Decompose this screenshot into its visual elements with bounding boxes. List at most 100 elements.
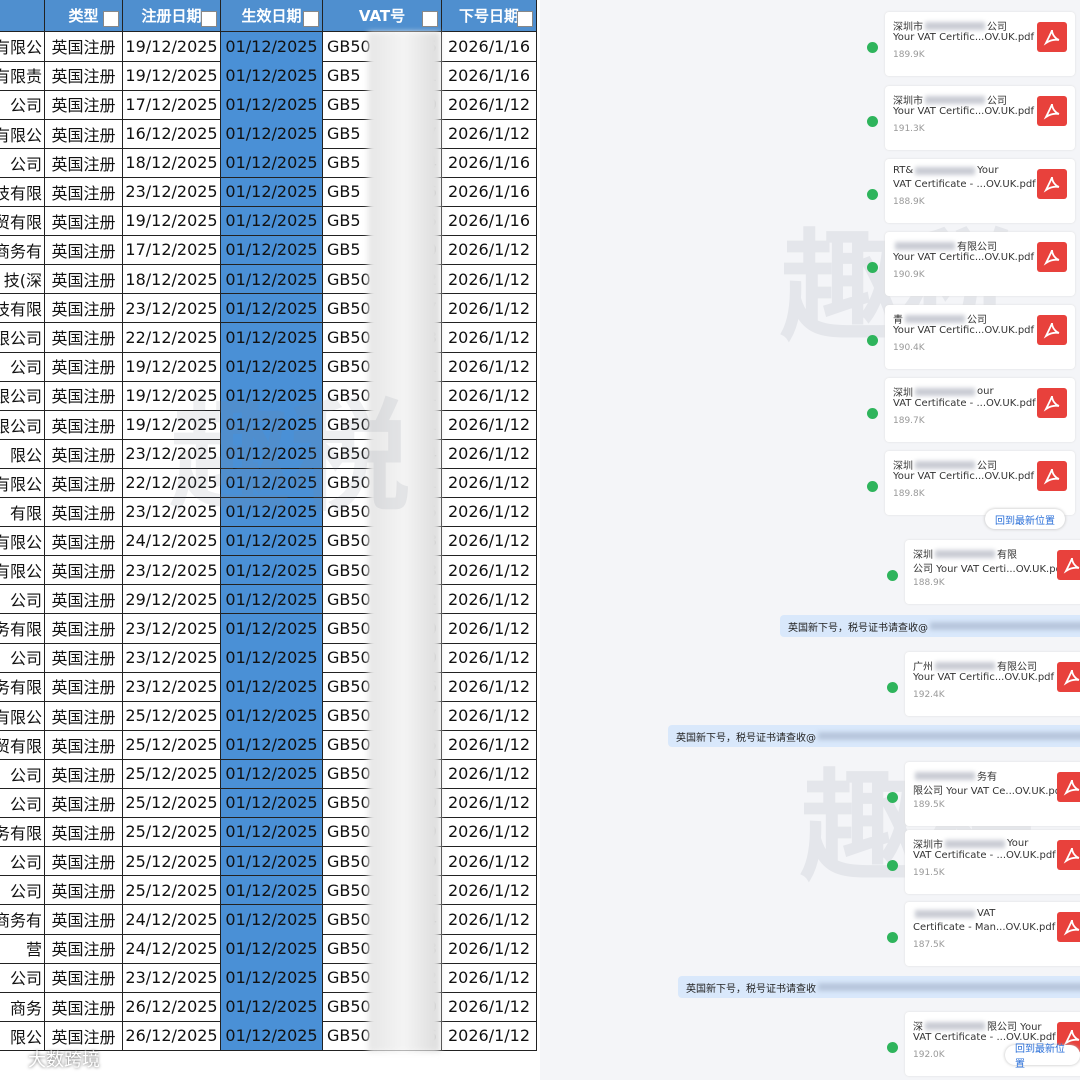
cell: 英国注册 — [45, 905, 123, 935]
blurred-name — [915, 771, 975, 780]
cell: 19/12/2025 — [123, 352, 221, 382]
download-icon — [887, 932, 898, 943]
name-suffix: 公司 — [987, 22, 1007, 33]
cell: 26/12/2025 — [123, 1021, 221, 1051]
name-prefix: 深圳 — [913, 550, 933, 561]
cell: 英国注册 — [45, 264, 123, 295]
cell: 公司 — [0, 584, 45, 615]
filter-button[interactable] — [422, 11, 438, 27]
file-size: 192.0K — [913, 1050, 945, 1060]
message-text: 英国新下号，税号证书请查收@ — [676, 732, 816, 744]
cell: 限公司 — [0, 410, 45, 440]
cell: 2026/1/12 — [442, 672, 537, 702]
header-cell: 下号日期 — [442, 0, 537, 32]
name-suffix: Your — [977, 165, 999, 176]
name-suffix: our — [977, 386, 994, 397]
cell: 英国注册 — [45, 352, 123, 382]
file-title: Your VAT Certific...OV.UK.pdf — [893, 471, 1035, 482]
file-title: Your VAT Certific...OV.UK.pdf — [893, 32, 1035, 43]
file-card[interactable]: 深圳市 Your VAT Certificate - ...OV.UK.pdf 191… — [905, 830, 1080, 894]
cell: 务有限 — [0, 817, 45, 848]
name-prefix: RT& — [893, 165, 914, 176]
download-icon — [867, 42, 878, 53]
file-card[interactable]: 深圳 公司 Your VAT Certific...OV.UK.pdf 189.8K — [885, 451, 1075, 515]
name-prefix: 深 — [913, 1022, 923, 1033]
file-card[interactable]: 深圳市 公司 Your VAT Certific...OV.UK.pdf 189.9K — [885, 12, 1075, 76]
cell: 23/12/2025 — [123, 497, 221, 528]
file-size: 189.8K — [893, 489, 925, 499]
file-size: 188.9K — [913, 578, 945, 588]
cell: 2026/1/12 — [442, 381, 537, 411]
file-size: 190.9K — [893, 270, 925, 280]
blurred-mention — [818, 732, 1080, 740]
blurred-name — [935, 661, 995, 670]
corner-watermark: 大数跨境 — [28, 1050, 100, 1071]
file-card[interactable]: 深圳 有限 公司 Your VAT Certi...OV.UK.pdf 188.9K — [905, 540, 1080, 604]
cell: 贸有限 — [0, 206, 45, 237]
cell: 2026/1/12 — [442, 905, 537, 935]
file-card[interactable]: 深圳 our VAT Certificate - ...OV.UK.pdf 189.7… — [885, 378, 1075, 442]
vat-prefix: GB5 — [327, 153, 361, 173]
cell: 2026/1/12 — [442, 614, 537, 644]
cell: 01/12/2025 — [221, 584, 323, 615]
file-card[interactable]: RT& Your VAT Certificate - ...OV.UK.pdf 188… — [885, 159, 1075, 223]
header-text: 下号日期 — [458, 7, 519, 25]
vat-prefix: GB50 — [327, 909, 371, 929]
cell: 25/12/2025 — [123, 846, 221, 877]
jump-text: 回到最新位置 — [995, 515, 1055, 527]
cell: 公司 — [0, 643, 45, 673]
file-name: 深圳 有限 — [913, 546, 1017, 561]
cell: 公司 — [0, 759, 45, 790]
name-suffix: 公司 — [977, 461, 997, 472]
cell: 技有限 — [0, 177, 45, 208]
file-card[interactable]: 务有 限公司 Your VAT Ce...OV.UK.pdf 189.5K — [905, 762, 1080, 826]
cell: 英国注册 — [45, 526, 123, 557]
cell: 2026/1/16 — [442, 32, 537, 62]
filter-button[interactable] — [103, 11, 119, 27]
jump-text: 回到最新位置 — [1015, 1044, 1065, 1070]
file-size: 189.7K — [893, 416, 925, 426]
vat-prefix: GB50 — [327, 647, 371, 667]
filter-button[interactable] — [303, 11, 319, 27]
vat-prefix: GB5 — [327, 211, 361, 231]
file-card[interactable]: VAT Certificate - Man...OV.UK.pdf 187.5K — [905, 902, 1080, 966]
cell: 24/12/2025 — [123, 934, 221, 964]
cell: 2026/1/12 — [442, 468, 537, 499]
file-title: VAT Certificate - ...OV.UK.pdf — [893, 398, 1036, 409]
cell: 公司 — [0, 148, 45, 178]
filter-button[interactable] — [201, 11, 217, 27]
cell: 01/12/2025 — [221, 526, 323, 557]
file-card[interactable]: 深圳市 公司 Your VAT Certific...OV.UK.pdf 191.3K — [885, 86, 1075, 150]
file-card[interactable]: 广州 有限公司 Your VAT Certific...OV.UK.pdf 192.4… — [905, 652, 1080, 716]
cell: 有限公 — [0, 32, 45, 62]
file-card[interactable]: 有限公司 Your VAT Certific...OV.UK.pdf 190.9K — [885, 232, 1075, 296]
cell: 公司 — [0, 352, 45, 382]
vat-prefix: GB50 — [327, 1026, 371, 1046]
cell: 营 — [0, 934, 45, 964]
blurred-name — [895, 241, 955, 250]
file-name: 深圳 our — [893, 384, 994, 399]
cell: 23/12/2025 — [123, 177, 221, 208]
message-bubble: 英国新下号，税号证书请查收@ — [780, 615, 1080, 637]
header-text: 注册日期 — [141, 7, 202, 25]
vat-prefix: GB50 — [327, 415, 371, 435]
jump-button[interactable]: 回到最新位置 — [1005, 1044, 1080, 1070]
name-suffix: 务有 — [977, 772, 997, 783]
pdf-icon — [1057, 550, 1080, 580]
vat-prefix: GB50 — [327, 531, 371, 551]
name-suffix: Your — [1007, 838, 1029, 849]
cell: 商务有 — [0, 235, 45, 266]
file-size: 191.3K — [893, 124, 925, 134]
download-icon — [867, 408, 878, 419]
file-card[interactable]: 深 限公司 Your VAT Certificate - ...OV.UK.pdf 1… — [905, 1012, 1080, 1076]
cell: 2026/1/16 — [442, 177, 537, 208]
jump-button[interactable]: 回到最新位置 — [985, 509, 1065, 529]
cell: 18/12/2025 — [123, 148, 221, 178]
file-card[interactable]: 青 公司 Your VAT Certific...OV.UK.pdf 190.4K — [885, 305, 1075, 369]
vat-prefix: GB50 — [327, 356, 371, 376]
cell: 2026/1/12 — [442, 439, 537, 469]
cell: 2026/1/12 — [442, 730, 537, 760]
cell: 01/12/2025 — [221, 934, 323, 964]
filter-button[interactable] — [517, 11, 533, 27]
pdf-icon — [1037, 388, 1067, 418]
